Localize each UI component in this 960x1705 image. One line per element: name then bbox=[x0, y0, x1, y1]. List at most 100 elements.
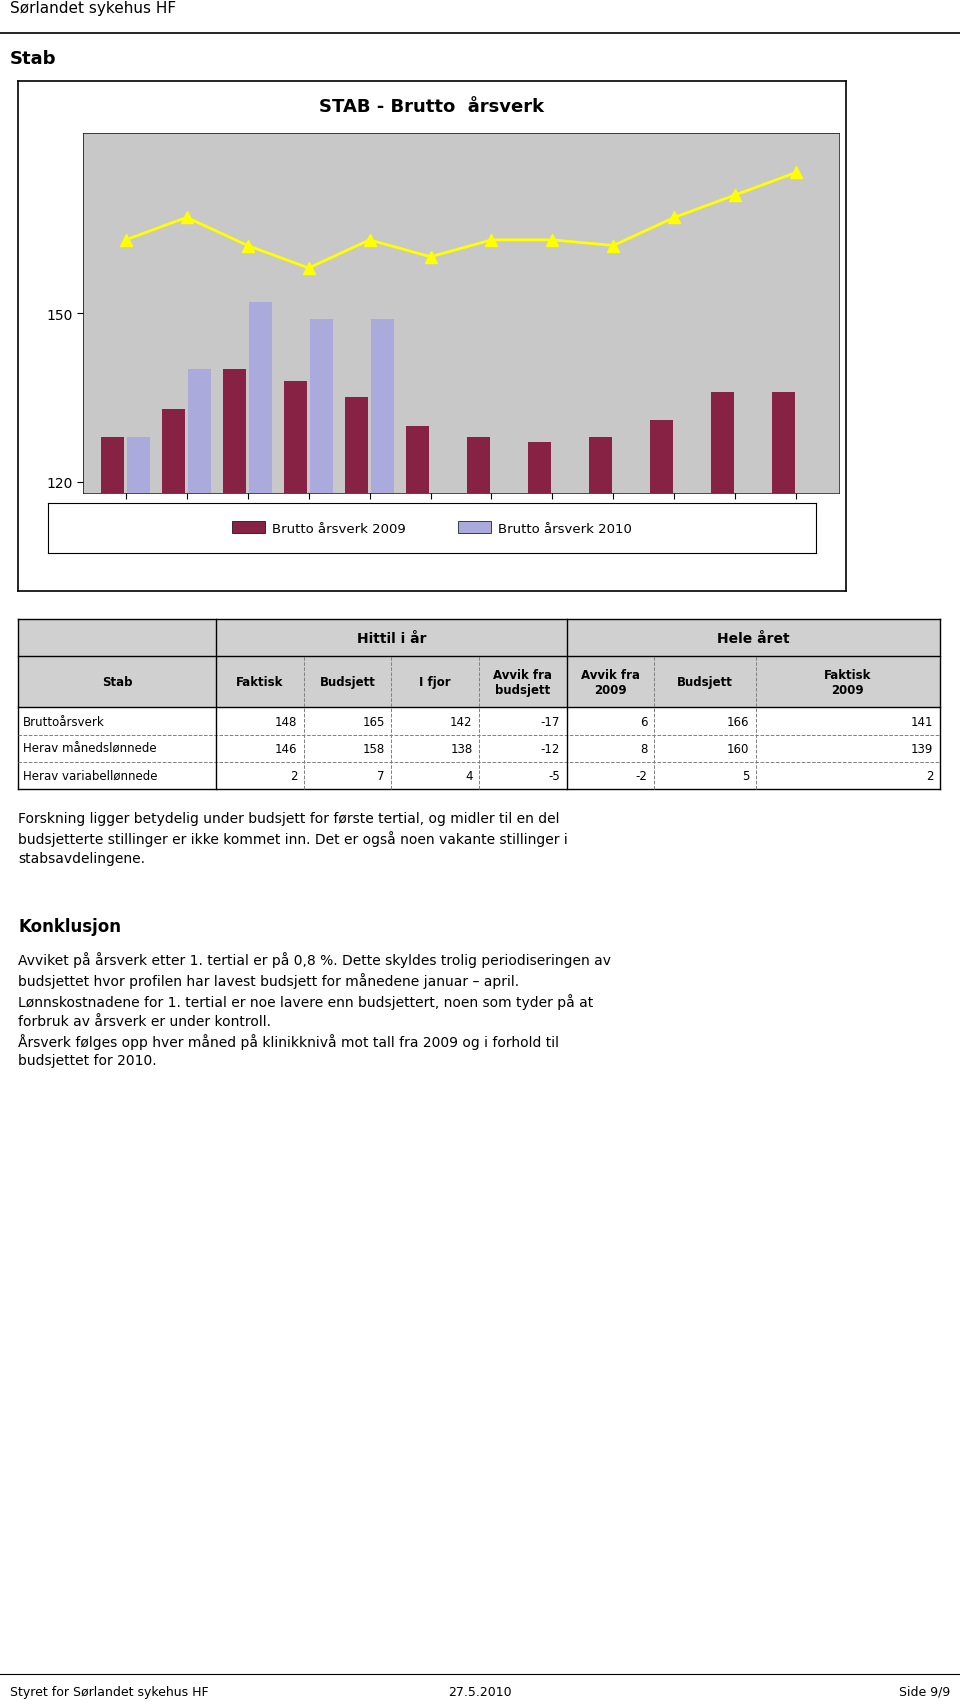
Text: Herav variabellønnede: Herav variabellønnede bbox=[23, 769, 157, 783]
Bar bbox=[756, 619, 940, 656]
Bar bbox=[756, 708, 940, 735]
Bar bbox=[654, 708, 756, 735]
Text: Hittil i år: Hittil i år bbox=[357, 631, 426, 644]
Text: STAB - Brutto  årsverk: STAB - Brutto årsverk bbox=[320, 97, 544, 116]
Text: Konklusjon: Konklusjon bbox=[18, 917, 121, 936]
Text: -2: -2 bbox=[636, 769, 648, 783]
Bar bbox=[566, 619, 654, 656]
Text: Faktisk
2009: Faktisk 2009 bbox=[824, 668, 872, 696]
Text: 146: 146 bbox=[275, 742, 298, 755]
Bar bbox=[392, 708, 479, 735]
Text: Styret for Sørlandet sykehus HF: Styret for Sørlandet sykehus HF bbox=[10, 1685, 208, 1698]
Text: -17: -17 bbox=[540, 714, 560, 728]
Bar bbox=[224, 370, 247, 494]
Text: 165: 165 bbox=[363, 714, 385, 728]
Text: Hele året: Hele året bbox=[717, 631, 790, 644]
Text: 158: 158 bbox=[363, 742, 385, 755]
Bar bbox=[216, 708, 303, 735]
Bar bbox=[127, 438, 150, 494]
Text: Avviket på årsverk etter 1. tertial er på 0,8 %. Dette skyldes trolig periodiser: Avviket på årsverk etter 1. tertial er p… bbox=[18, 951, 611, 1067]
Text: 27.5.2010: 27.5.2010 bbox=[448, 1685, 512, 1698]
Text: Stab: Stab bbox=[10, 49, 57, 68]
Text: 2: 2 bbox=[926, 769, 933, 783]
Bar bbox=[654, 762, 756, 789]
Text: 166: 166 bbox=[727, 714, 749, 728]
Bar bbox=[756, 762, 940, 789]
Bar bbox=[772, 392, 795, 494]
Text: 5: 5 bbox=[742, 769, 749, 783]
Bar bbox=[479, 619, 566, 656]
Text: Avvik fra
budsjett: Avvik fra budsjett bbox=[493, 668, 552, 696]
Bar bbox=[566, 656, 654, 708]
Bar bbox=[650, 421, 673, 494]
Text: 138: 138 bbox=[450, 742, 472, 755]
Bar bbox=[216, 619, 303, 656]
Bar bbox=[216, 735, 303, 762]
Bar bbox=[566, 735, 654, 762]
Bar bbox=[528, 443, 551, 494]
Bar bbox=[346, 399, 369, 494]
Text: -5: -5 bbox=[548, 769, 560, 783]
Bar bbox=[18, 619, 216, 656]
Text: 160: 160 bbox=[727, 742, 749, 755]
Bar bbox=[654, 656, 756, 708]
Bar bbox=[479, 762, 566, 789]
Text: 148: 148 bbox=[275, 714, 298, 728]
Text: Bruttoårsverk: Bruttoårsverk bbox=[23, 714, 105, 728]
Bar bbox=[479, 735, 566, 762]
Text: Faktisk: Faktisk bbox=[236, 675, 284, 689]
Text: 142: 142 bbox=[450, 714, 472, 728]
Bar bbox=[102, 438, 125, 494]
Bar bbox=[249, 302, 272, 494]
Text: 6: 6 bbox=[640, 714, 648, 728]
Text: 8: 8 bbox=[640, 742, 648, 755]
Bar bbox=[566, 708, 654, 735]
Bar bbox=[371, 319, 394, 494]
Text: Herav månedslønnede: Herav månedslønnede bbox=[23, 742, 156, 755]
Text: Forskning ligger betydelig under budsjett for første tertial, og midler til en d: Forskning ligger betydelig under budsjet… bbox=[18, 812, 567, 864]
Text: Budsjett: Budsjett bbox=[320, 675, 375, 689]
Text: Sørlandet sykehus HF: Sørlandet sykehus HF bbox=[10, 2, 176, 17]
Text: 141: 141 bbox=[911, 714, 933, 728]
Bar bbox=[303, 735, 392, 762]
Bar bbox=[18, 619, 216, 656]
Text: -12: -12 bbox=[540, 742, 560, 755]
Text: I fjor: I fjor bbox=[420, 675, 451, 689]
Text: Side 9/9: Side 9/9 bbox=[900, 1685, 950, 1698]
Bar bbox=[303, 619, 392, 656]
Bar bbox=[310, 319, 333, 494]
Bar bbox=[406, 426, 429, 494]
Bar bbox=[756, 656, 940, 708]
Text: 7: 7 bbox=[377, 769, 385, 783]
Bar bbox=[162, 409, 185, 494]
Bar bbox=[216, 762, 303, 789]
Bar bbox=[284, 382, 307, 494]
Bar bbox=[18, 656, 216, 708]
Bar bbox=[468, 438, 491, 494]
Bar bbox=[479, 708, 566, 735]
Bar bbox=[18, 708, 216, 735]
Bar bbox=[188, 370, 211, 494]
Bar bbox=[392, 656, 479, 708]
Text: 139: 139 bbox=[911, 742, 933, 755]
Text: Budsjett: Budsjett bbox=[677, 675, 732, 689]
Bar bbox=[589, 438, 612, 494]
Bar bbox=[18, 735, 216, 762]
Bar bbox=[392, 619, 479, 656]
Bar bbox=[303, 656, 392, 708]
Bar bbox=[392, 735, 479, 762]
Text: 2: 2 bbox=[290, 769, 298, 783]
Bar bbox=[756, 735, 940, 762]
Bar bbox=[392, 762, 479, 789]
Bar bbox=[711, 392, 734, 494]
Text: Stab: Stab bbox=[102, 675, 132, 689]
Bar bbox=[479, 656, 566, 708]
Bar bbox=[303, 708, 392, 735]
Bar bbox=[566, 762, 654, 789]
Text: Avvik fra
2009: Avvik fra 2009 bbox=[581, 668, 640, 696]
Text: 4: 4 bbox=[465, 769, 472, 783]
Bar bbox=[654, 735, 756, 762]
Bar bbox=[654, 619, 756, 656]
Bar bbox=[303, 762, 392, 789]
Legend: Brutto årsverk 2009, Brutto årsverk 2010: Brutto årsverk 2009, Brutto årsverk 2010 bbox=[227, 517, 637, 540]
